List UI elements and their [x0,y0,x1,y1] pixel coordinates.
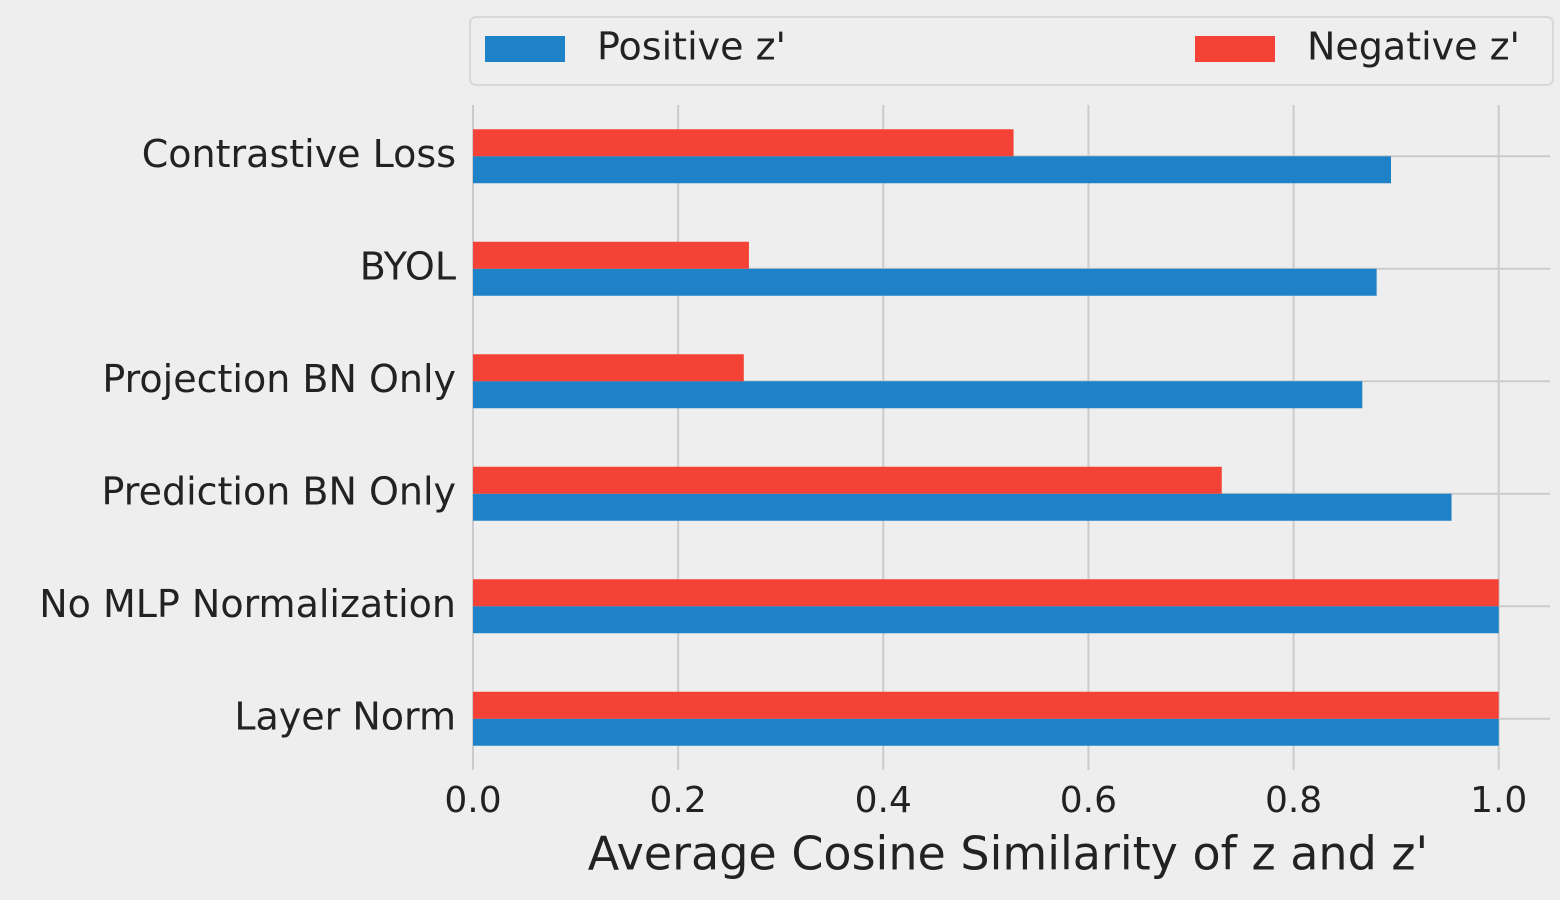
y-tick-label: Contrastive Loss [142,132,456,176]
x-tick-label: 0.2 [650,780,707,821]
bar [473,156,1392,184]
bar [473,466,1222,494]
x-tick-label: 0.6 [1060,780,1117,821]
bar [473,493,1452,521]
y-tick-label: Prediction BN Only [102,469,456,513]
y-tick-label: No MLP Normalization [39,582,456,626]
y-tick-label: BYOL [360,244,456,288]
bar [473,381,1363,409]
bar [473,241,749,269]
legend-label: Negative z' [1307,25,1520,69]
legend-label: Positive z' [597,25,786,69]
x-tick-label: 0.8 [1265,780,1322,821]
legend-swatch [485,36,565,62]
legend-box [469,16,1554,86]
bar [473,579,1499,607]
x-tick-label: 1.0 [1470,780,1527,821]
y-tick-label: Layer Norm [234,694,456,738]
bar [473,718,1499,746]
x-axis-label: Average Cosine Similarity of z and z' [588,827,1428,881]
x-tick-label: 0.4 [855,780,912,821]
y-tick-label: Projection BN Only [102,357,456,401]
bar [473,129,1014,157]
bar [473,691,1499,719]
bar [473,268,1377,296]
legend-swatch [1195,36,1275,62]
x-tick-label: 0.0 [444,780,501,821]
bar [473,606,1499,634]
bar [473,354,744,382]
